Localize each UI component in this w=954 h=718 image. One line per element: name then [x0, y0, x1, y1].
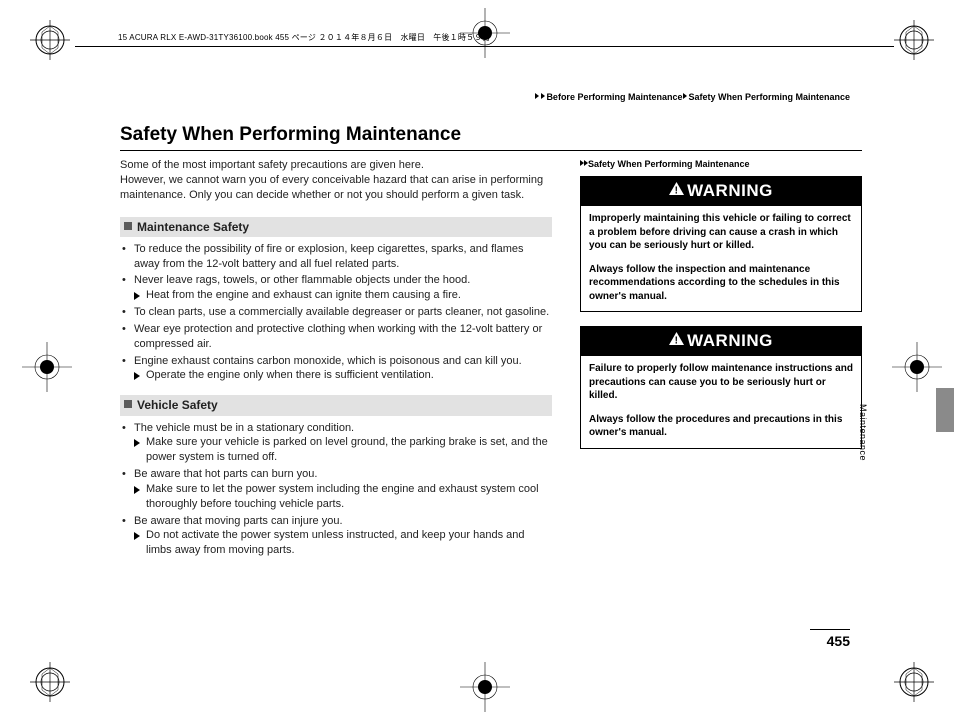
- maintenance-list: To reduce the possibility of fire or exp…: [120, 242, 552, 384]
- breadcrumb-item: Before Performing Maintenance: [546, 92, 682, 102]
- list-text: Be aware that moving parts can injure yo…: [134, 515, 343, 527]
- list-text: Wear eye protection and protective cloth…: [134, 323, 542, 350]
- list-item: To reduce the possibility of fire or exp…: [120, 242, 552, 272]
- page-number-rule: [810, 629, 850, 630]
- warning-box: ! WARNING Failure to properly follow mai…: [580, 326, 862, 448]
- list-item: Be aware that hot parts can burn you. Ma…: [120, 467, 552, 512]
- sidebar-content: Safety When Performing Maintenance ! WAR…: [580, 158, 862, 463]
- list-text: Be aware that hot parts can burn you.: [134, 468, 317, 480]
- list-text: Do not activate the power system unless …: [146, 529, 525, 556]
- breadcrumb: Before Performing Maintenance Safety When…: [534, 92, 850, 102]
- registration-mark-icon: [892, 660, 936, 704]
- square-bullet-icon: [124, 400, 132, 408]
- warning-body: Failure to properly follow maintenance i…: [581, 356, 861, 448]
- warning-label: WARNING: [687, 181, 773, 200]
- header-doc-info: 15 ACURA RLX E-AWD-31TY36100.book 455 ペー…: [118, 32, 491, 43]
- list-item: To clean parts, use a commercially avail…: [120, 305, 552, 320]
- list-text: To reduce the possibility of fire or exp…: [134, 243, 523, 270]
- breadcrumb-item: Safety When Performing Maintenance: [688, 92, 850, 102]
- warning-text: Always follow the inspection and mainten…: [589, 263, 853, 304]
- header-rule: [75, 46, 894, 47]
- list-item: Never leave rags, towels, or other flamm…: [120, 273, 552, 303]
- warning-text: Always follow the procedures and precaut…: [589, 413, 853, 440]
- list-text: Make sure your vehicle is parked on leve…: [146, 436, 548, 463]
- registration-mark-icon: [28, 660, 72, 704]
- section-heading-vehicle: Vehicle Safety: [120, 395, 552, 415]
- warning-triangle-icon: !: [669, 179, 684, 202]
- warning-text: Failure to properly follow maintenance i…: [589, 362, 853, 403]
- main-content: Some of the most important safety precau…: [120, 158, 552, 560]
- title-rule: [120, 150, 862, 151]
- svg-text:!: !: [675, 186, 679, 196]
- warning-header: ! WARNING: [581, 327, 861, 356]
- section-heading-label: Vehicle Safety: [137, 398, 218, 412]
- list-item: Engine exhaust contains carbon monoxide,…: [120, 354, 552, 384]
- square-bullet-icon: [124, 222, 132, 230]
- warning-label: WARNING: [687, 331, 773, 350]
- intro-text: Some of the most important safety precau…: [120, 158, 552, 203]
- svg-text:!: !: [675, 336, 679, 346]
- chevron-right-icon: [535, 93, 539, 99]
- warning-box: ! WARNING Improperly maintaining this ve…: [580, 176, 862, 312]
- list-subitem: Operate the engine only when there is su…: [134, 368, 552, 383]
- list-subitem: Make sure to let the power system includ…: [134, 482, 552, 512]
- list-text: Make sure to let the power system includ…: [146, 483, 539, 510]
- crop-mark-icon: [460, 662, 510, 712]
- page-number: 455: [827, 633, 850, 649]
- chevron-right-icon: [683, 93, 687, 99]
- vehicle-list: The vehicle must be in a stationary cond…: [120, 421, 552, 559]
- list-item: Wear eye protection and protective cloth…: [120, 322, 552, 352]
- list-subitem: Do not activate the power system unless …: [134, 528, 552, 558]
- page-root: 15 ACURA RLX E-AWD-31TY36100.book 455 ペー…: [0, 0, 954, 718]
- warning-body: Improperly maintaining this vehicle or f…: [581, 206, 861, 311]
- list-text: Engine exhaust contains carbon monoxide,…: [134, 355, 522, 367]
- list-text: Heat from the engine and exhaust can ign…: [146, 289, 461, 301]
- section-tab: [936, 388, 954, 432]
- list-text: Operate the engine only when there is su…: [146, 369, 434, 381]
- registration-mark-icon: [28, 18, 72, 62]
- section-heading-maintenance: Maintenance Safety: [120, 217, 552, 237]
- warning-text: Improperly maintaining this vehicle or f…: [589, 212, 853, 253]
- crop-mark-icon: [892, 342, 942, 392]
- warning-triangle-icon: !: [669, 329, 684, 352]
- section-heading-label: Maintenance Safety: [137, 220, 249, 234]
- list-item: The vehicle must be in a stationary cond…: [120, 421, 552, 466]
- crop-mark-icon: [22, 342, 72, 392]
- registration-mark-icon: [892, 18, 936, 62]
- list-text: To clean parts, use a commercially avail…: [134, 306, 549, 318]
- chevron-right-icon: [541, 93, 545, 99]
- sidebar-crumb-text: Safety When Performing Maintenance: [588, 159, 750, 169]
- list-subitem: Heat from the engine and exhaust can ign…: [134, 288, 552, 303]
- list-text: The vehicle must be in a stationary cond…: [134, 422, 354, 434]
- warning-header: ! WARNING: [581, 177, 861, 206]
- list-item: Be aware that moving parts can injure yo…: [120, 514, 552, 559]
- section-tab-label: Maintenance: [858, 404, 868, 461]
- page-title: Safety When Performing Maintenance: [120, 124, 461, 146]
- sidebar-crumb: Safety When Performing Maintenance: [580, 158, 862, 170]
- list-subitem: Make sure your vehicle is parked on leve…: [134, 435, 552, 465]
- list-text: Never leave rags, towels, or other flamm…: [134, 274, 470, 286]
